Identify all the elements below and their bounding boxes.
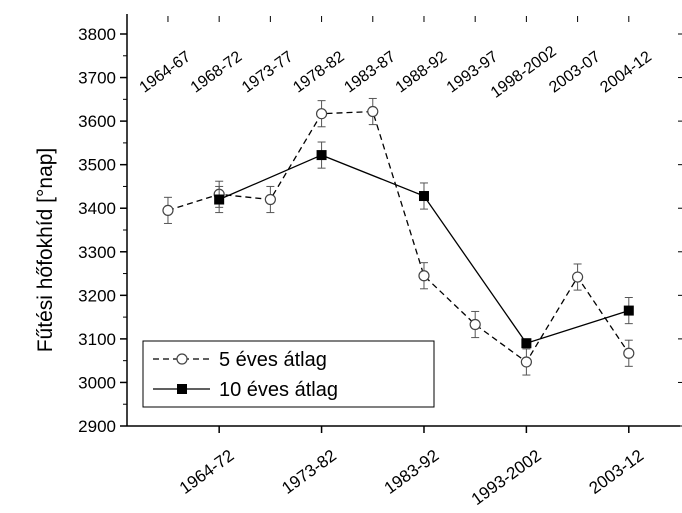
legend-box [142, 340, 435, 408]
y-axis-title: Fűtési hőfokhíd [°nap] [34, 148, 57, 353]
y-tick-label: 3000 [78, 373, 116, 392]
bottom-tick-label: 1983-92 [381, 446, 443, 498]
data-point [162, 204, 174, 216]
y-tick-label: 3800 [78, 25, 116, 44]
series-layer [162, 97, 635, 376]
legend-label: 5 éves átlag [219, 349, 327, 371]
series-line [167, 110, 630, 363]
data-point [623, 347, 635, 359]
y-tick-label: 3400 [78, 199, 116, 218]
top-tick-label: 1973-77 [239, 48, 297, 96]
top-tick-label: 1978-82 [290, 48, 348, 96]
data-point [520, 356, 532, 368]
y-tick-label: 3600 [78, 112, 116, 131]
y-tick-label: 3700 [78, 69, 116, 88]
top-axis: 1964-671968-721973-771978-821983-871988-… [137, 16, 655, 102]
legend: 5 éves átlag 10 éves átlag [142, 340, 435, 408]
top-tick-label: 2004-12 [597, 48, 655, 96]
data-point [264, 193, 276, 206]
data-point [315, 108, 328, 120]
top-tick-label: 1968-72 [188, 48, 246, 96]
y-tick-label: 3300 [78, 243, 116, 262]
y-axis: 2900 3000 3100 3200 3300 3400 3500 3600 3700 3800 [78, 25, 682, 436]
top-tick-label: 1983-87 [341, 48, 399, 96]
data-point [316, 150, 327, 161]
data-point [418, 191, 429, 202]
data-point [214, 194, 225, 205]
bottom-axis: 1964-72 1973-82 1983-92 1993-2002 2003-12 [176, 426, 647, 509]
top-tick-label: 1988-92 [393, 48, 451, 96]
data-point [521, 338, 532, 349]
data-point [418, 270, 430, 282]
data-point [623, 305, 634, 316]
data-point [469, 318, 481, 331]
bottom-tick-label: 2003-12 [586, 446, 648, 498]
series-1 [162, 97, 635, 376]
data-point [367, 105, 379, 118]
bottom-tick-label: 1964-72 [176, 446, 238, 498]
legend-label: 10 éves átlag [219, 379, 338, 401]
legend-marker [176, 353, 188, 365]
y-tick-label: 3100 [78, 330, 116, 349]
y-tick-label: 2900 [78, 417, 116, 436]
data-point [571, 271, 584, 283]
bottom-tick-label: 1993-2002 [468, 446, 545, 509]
top-tick-label: 1998-2002 [488, 43, 560, 102]
bottom-tick-label: 1973-82 [278, 446, 340, 498]
y-tick-label: 3500 [78, 156, 116, 175]
y-tick-label: 3200 [78, 286, 116, 305]
series-2 [214, 141, 634, 349]
top-tick-label: 1964-67 [137, 48, 195, 96]
legend-marker [177, 384, 187, 394]
